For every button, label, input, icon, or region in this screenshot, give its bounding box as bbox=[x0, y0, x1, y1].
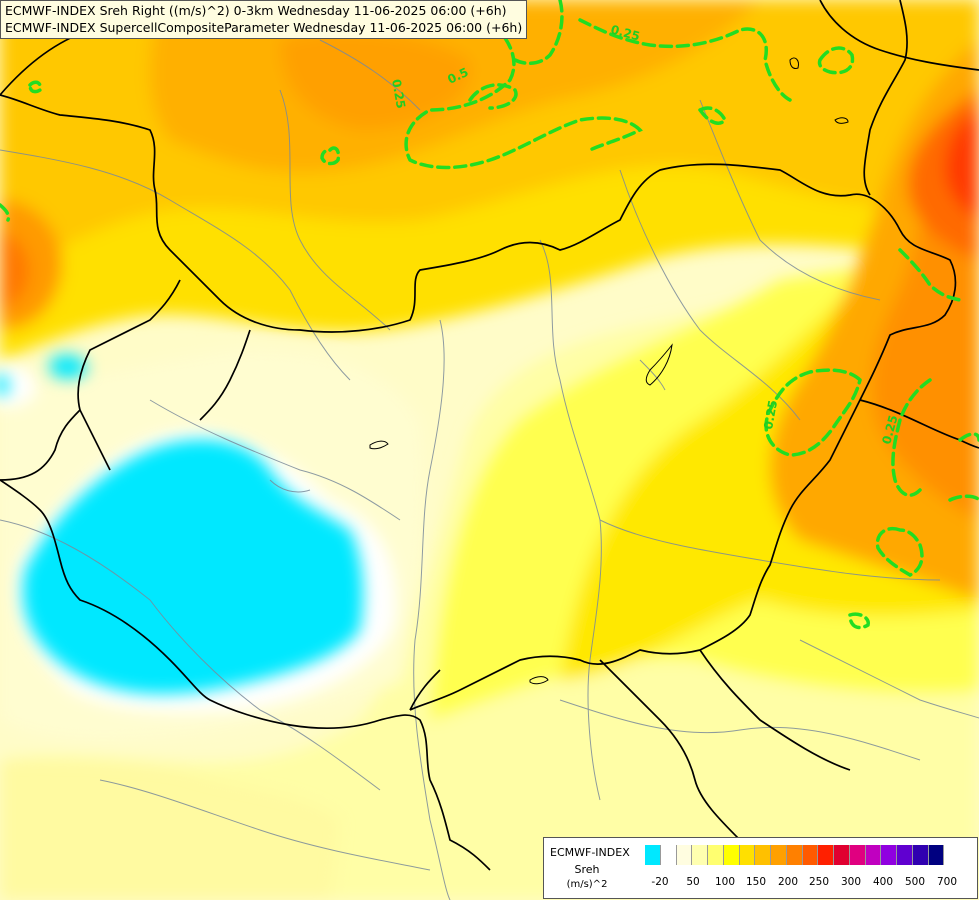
legend-swatch bbox=[834, 845, 850, 865]
legend-swatch bbox=[928, 845, 945, 865]
legend-swatches bbox=[645, 845, 945, 865]
legend-swatch bbox=[865, 845, 882, 865]
legend-tick-label: 150 bbox=[745, 876, 767, 888]
legend-variable: Sreh bbox=[574, 863, 600, 876]
legend-swatch bbox=[692, 845, 708, 865]
legend-swatch bbox=[645, 845, 661, 865]
contour-label: 0.25 bbox=[389, 78, 408, 110]
legend-swatch bbox=[912, 845, 929, 865]
legend-swatch bbox=[897, 845, 913, 865]
legend-swatch bbox=[723, 845, 740, 865]
legend-swatch bbox=[676, 845, 693, 865]
legend-unit: (m/s)^2 bbox=[566, 879, 608, 890]
legend-swatch bbox=[818, 845, 834, 865]
legend-swatch bbox=[786, 845, 803, 865]
legend-tick-label: 400 bbox=[872, 876, 894, 888]
legend-swatch bbox=[660, 845, 677, 865]
contour-label: 0.25 bbox=[761, 399, 780, 431]
map-title-line-1: ECMWF-INDEX Sreh Right ((m/s)^2) 0-3km W… bbox=[5, 3, 507, 18]
legend-tick-label: 50 bbox=[686, 876, 700, 888]
legend-swatch bbox=[849, 845, 866, 865]
legend-tick-label: 250 bbox=[808, 876, 830, 888]
color-legend: ECMWF-INDEX Sreh (m/s)^2 -20 50 100 150 200 2… bbox=[543, 837, 978, 899]
legend-ticks: -20 50 100 150 200 250 300 400 500 700 bbox=[645, 876, 965, 890]
legend-tick-label: 300 bbox=[840, 876, 862, 888]
legend-swatch bbox=[708, 845, 724, 865]
legend-swatch bbox=[739, 845, 756, 865]
legend-tick-label: 500 bbox=[904, 876, 926, 888]
legend-model: ECMWF-INDEX bbox=[550, 846, 630, 859]
legend-tick-label: -20 bbox=[651, 876, 669, 888]
legend-tick-label: 700 bbox=[936, 876, 958, 888]
rivers bbox=[0, 39, 979, 900]
map-title-box: ECMWF-INDEX Sreh Right ((m/s)^2) 0-3km W… bbox=[0, 0, 528, 39]
legend-swatch bbox=[771, 845, 787, 865]
country-borders bbox=[0, 0, 979, 871]
legend-swatch bbox=[802, 845, 819, 865]
legend-tick-label: 100 bbox=[714, 876, 736, 888]
legend-swatch bbox=[755, 845, 771, 865]
legend-tick-label: 200 bbox=[777, 876, 799, 888]
map-title-line-2: ECMWF-INDEX SupercellCompositeParameter … bbox=[5, 20, 523, 35]
legend-swatch bbox=[881, 845, 897, 865]
negative-sreh-area bbox=[0, 354, 363, 694]
lakes bbox=[369, 57, 849, 685]
